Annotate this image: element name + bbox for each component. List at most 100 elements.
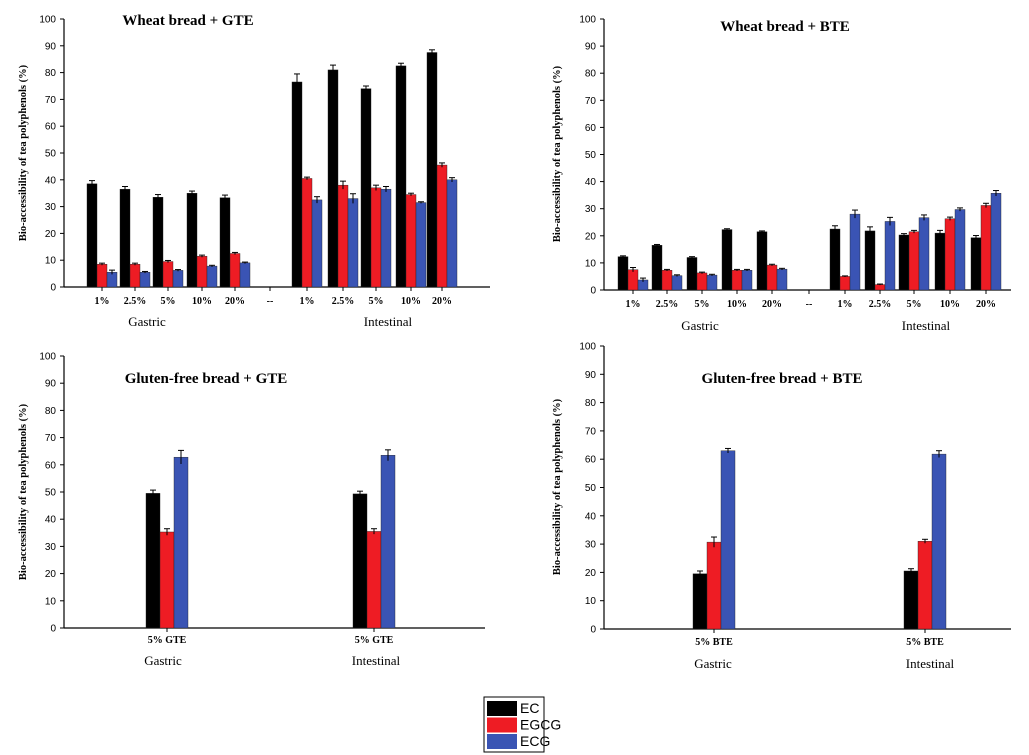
y-tick-label: 40 [585, 177, 597, 188]
x-tick-label: 20% [225, 296, 245, 307]
x-tick-label: 10% [940, 299, 960, 310]
bar-egcg [405, 194, 417, 288]
bar-ecg [380, 455, 396, 629]
x-tick-label: 1% [626, 299, 641, 310]
y-tick-label: 30 [45, 542, 57, 553]
x-tick-label: 5% [161, 296, 176, 307]
legend-label: EC [520, 700, 539, 716]
bar-ec [119, 188, 131, 288]
bar-egcg [706, 541, 722, 630]
legend-label: ECG [520, 733, 550, 749]
bar-ec [970, 237, 982, 291]
bar-ec [864, 230, 876, 291]
y-tick-label: 10 [45, 256, 57, 267]
y-tick-label: 20 [45, 569, 57, 580]
chart-title: Gluten-free bread + BTE [702, 371, 863, 387]
y-tick-label: 0 [50, 624, 56, 635]
legend-swatch [487, 701, 517, 716]
y-tick-label: 100 [39, 15, 56, 26]
y-tick-label: 0 [590, 286, 596, 297]
x-tick-label: 2.5% [124, 296, 147, 307]
bar-egcg [908, 231, 920, 291]
bar-egcg [731, 270, 743, 291]
bar-egcg [627, 269, 639, 291]
x-tick-label: 5% [695, 299, 710, 310]
bar-ec [756, 231, 768, 291]
bar-ecg [931, 453, 947, 630]
group-label: Intestinal [364, 314, 413, 329]
y-tick-label: 60 [585, 123, 597, 134]
bar-egcg [436, 164, 448, 288]
group-label: Gastric [694, 656, 732, 671]
x-tick-label: 20% [432, 296, 452, 307]
bar-ec [898, 234, 910, 291]
bar-ecg [918, 217, 930, 291]
y-tick-label: 10 [585, 258, 597, 269]
bar-ecg [741, 270, 753, 291]
bar-ecg [884, 221, 896, 291]
x-tick-label: 1% [838, 299, 853, 310]
bar-ec [829, 228, 841, 291]
group-label: Intestinal [352, 653, 401, 668]
y-tick-label: 90 [585, 370, 597, 381]
x-tick-label: -- [806, 299, 813, 310]
chart-title: Wheat bread + BTE [720, 19, 850, 35]
bar-ec [360, 88, 372, 288]
y-tick-label: 10 [585, 596, 597, 607]
group-label: Intestinal [906, 656, 955, 671]
bar-ecg [239, 262, 251, 288]
bar-egcg [337, 184, 349, 288]
bar-ecg [106, 272, 118, 288]
y-tick-label: 80 [45, 406, 57, 417]
bar-ecg [172, 270, 184, 288]
bar-ec [186, 192, 198, 288]
bar-ec [934, 232, 946, 291]
y-tick-label: 0 [50, 283, 56, 294]
bar-egcg [366, 531, 382, 629]
y-tick-label: 40 [585, 511, 597, 522]
y-tick-label: 70 [585, 96, 597, 107]
bar-ecg [347, 198, 359, 288]
chart-2: 0 10 20 30 40 50 60 70 80 90 100 Bio-accessibility … [552, 15, 1011, 333]
x-tick-label: 5% [369, 296, 384, 307]
y-axis-label: Bio-accessibility of tea polyphenols (%) [18, 64, 29, 241]
y-tick-label: 70 [585, 426, 597, 437]
group-label: Gastric [144, 653, 182, 668]
x-tick-label: 10% [192, 296, 212, 307]
legend-swatch [487, 734, 517, 749]
y-tick-label: 20 [45, 229, 57, 240]
bar-ec [686, 257, 698, 291]
bar-ecg [206, 265, 218, 288]
x-tick-label: 5% GTE [148, 635, 187, 646]
bar-ec [426, 52, 438, 288]
chart-title: Wheat bread + GTE [122, 13, 253, 29]
chart-title: Gluten-free bread + GTE [125, 371, 288, 387]
x-tick-label: 20% [762, 299, 782, 310]
x-tick-label: 5% [907, 299, 922, 310]
x-tick-label: 5% BTE [906, 637, 944, 648]
bar-egcg [661, 270, 673, 291]
bar-ecg [720, 450, 736, 630]
bar-ec [152, 197, 164, 288]
bar-ec [352, 493, 368, 629]
bar-ec [651, 245, 663, 291]
bar-ec [721, 229, 733, 291]
y-tick-label: 80 [585, 398, 597, 409]
bar-egcg [766, 264, 778, 291]
bar-ecg [415, 202, 427, 288]
bar-egcg [944, 218, 956, 291]
bar-egcg [696, 272, 708, 291]
bar-ecg [776, 268, 788, 291]
x-tick-label: -- [267, 296, 274, 307]
y-tick-label: 20 [585, 231, 597, 242]
bar-egcg [301, 178, 313, 288]
bar-ec [86, 183, 98, 288]
chart-3: 0 10 20 30 40 50 60 70 80 90 100 Bio-accessibility … [18, 352, 485, 668]
y-tick-label: 100 [39, 352, 56, 363]
y-tick-label: 100 [579, 342, 596, 353]
bar-egcg [162, 261, 174, 288]
bar-ec [219, 197, 231, 288]
bar-ec [145, 493, 161, 629]
group-label: Gastric [128, 314, 166, 329]
